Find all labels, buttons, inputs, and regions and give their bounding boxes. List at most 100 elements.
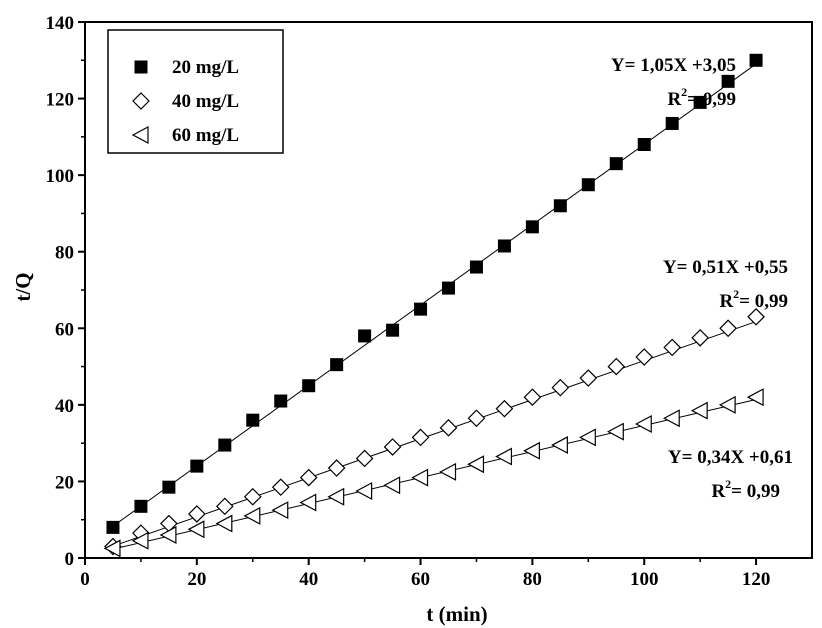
- data-point: [131, 531, 149, 550]
- y-tick-label: 100: [46, 166, 75, 187]
- r2-60-value: = 0,99: [731, 481, 780, 502]
- y-tick-label: 80: [55, 243, 74, 264]
- y-tick-label: 120: [46, 90, 75, 111]
- data-point: [218, 438, 232, 452]
- r2-20: R2= 0,99: [667, 85, 736, 110]
- data-point: [662, 409, 680, 428]
- r2-40-superscript: 2: [733, 287, 739, 301]
- equation-40: Y= 0,51X +0,55: [663, 257, 788, 278]
- r2-60-superscript: 2: [725, 477, 731, 491]
- data-point: [721, 74, 735, 88]
- r2-60-r: R: [711, 481, 725, 502]
- data-point: [299, 493, 317, 512]
- data-point: [609, 157, 623, 171]
- legend-marker-1: [132, 92, 150, 110]
- legend-entry-60: 60 mg/L: [172, 125, 239, 146]
- data-point: [190, 459, 204, 473]
- y-tick-label: 40: [55, 396, 74, 417]
- data-point: [581, 178, 595, 192]
- y-tick-label: 140: [46, 13, 75, 34]
- data-point: [414, 302, 428, 316]
- data-point: [690, 401, 708, 420]
- data-point: [411, 428, 430, 447]
- legend-marker-0: [134, 60, 148, 74]
- x-tick-label: 20: [187, 569, 206, 590]
- data-point: [103, 539, 121, 558]
- data-point: [187, 520, 205, 539]
- y-axis-label: t/Q: [11, 272, 35, 301]
- data-point: [579, 369, 598, 387]
- x-tick-label: 60: [411, 569, 430, 590]
- data-point: [327, 487, 345, 506]
- data-point: [749, 53, 763, 67]
- fit-line-1: [112, 321, 757, 547]
- data-point: [355, 449, 374, 468]
- markers: [103, 53, 765, 558]
- data-point: [215, 497, 234, 516]
- data-point: [439, 418, 458, 437]
- data-point: [663, 338, 682, 357]
- data-point: [330, 358, 344, 372]
- legend: 20 mg/L 40 mg/L 60 mg/L: [107, 29, 284, 154]
- data-point: [691, 329, 710, 347]
- r2-20-value: = 0,99: [687, 89, 736, 110]
- x-axis-label: t (min): [426, 602, 487, 626]
- data-point: [383, 476, 401, 495]
- fit-line-2: [112, 398, 757, 550]
- x-axis-ticks: 0 20 40 60 80 100 120: [80, 558, 770, 590]
- data-point: [302, 379, 316, 393]
- x-tick-label: 0: [80, 569, 90, 590]
- data-point: [134, 499, 148, 513]
- data-point: [383, 438, 402, 456]
- data-point: [467, 455, 485, 474]
- series-1: [104, 307, 765, 556]
- data-point: [746, 388, 764, 407]
- data-point: [495, 447, 513, 466]
- data-point: [162, 480, 176, 494]
- data-point: [442, 281, 455, 295]
- data-point: [243, 487, 262, 506]
- fit-annotations: Y= 1,05X +3,05 R2= 0,99 Y= 0,51X +0,55 R…: [611, 55, 793, 502]
- data-point: [747, 307, 765, 326]
- legend-marker-2: [131, 126, 149, 144]
- data-point: [243, 506, 261, 525]
- r2-20-superscript: 2: [681, 85, 687, 99]
- x-tick-label: 80: [523, 569, 542, 590]
- data-point: [271, 501, 289, 520]
- data-point: [355, 482, 373, 500]
- x-tick-label: 120: [742, 569, 771, 590]
- data-point: [553, 199, 567, 213]
- data-point: [274, 394, 288, 408]
- data-point: [271, 478, 290, 497]
- data-point: [579, 428, 596, 447]
- data-point: [693, 95, 707, 109]
- data-point: [495, 399, 514, 418]
- equation-60: Y= 0,34X +0,61: [668, 447, 793, 468]
- y-tick-label: 0: [65, 549, 75, 570]
- data-point: [718, 395, 736, 414]
- r2-40: R2= 0,99: [719, 287, 788, 312]
- legend-markers: [131, 60, 150, 144]
- r2-60: R2= 0,99: [711, 477, 780, 502]
- data-point: [606, 422, 624, 441]
- data-point: [439, 462, 457, 481]
- r2-40-value: = 0,99: [739, 291, 788, 312]
- data-point: [497, 239, 511, 253]
- data-point: [327, 459, 346, 477]
- data-point: [523, 441, 540, 460]
- legend-entry-20: 20 mg/L: [172, 57, 239, 78]
- data-point: [159, 526, 177, 545]
- y-tick-label: 20: [55, 472, 74, 493]
- r2-40-r: R: [719, 291, 733, 312]
- legend-entry-40: 40 mg/L: [172, 91, 239, 112]
- data-point: [246, 413, 260, 427]
- series-2: [103, 388, 764, 558]
- data-point: [635, 348, 654, 366]
- data-point: [467, 409, 486, 428]
- data-point: [637, 138, 651, 152]
- data-point: [187, 505, 206, 523]
- data-point: [634, 415, 652, 433]
- data-point: [719, 319, 737, 338]
- data-point: [215, 514, 233, 533]
